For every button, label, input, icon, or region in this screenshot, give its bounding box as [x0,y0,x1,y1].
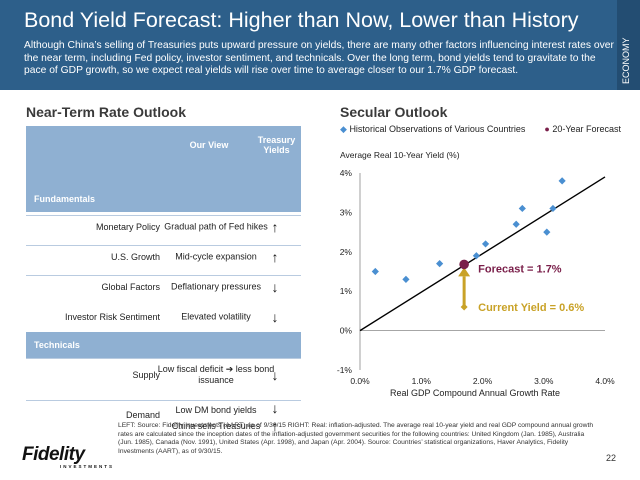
view-text: Low fiscal deficit ➔ less bond issuance [157,364,275,385]
row-divider [26,215,301,216]
secular-title: Secular Outlook [340,104,448,120]
forecast-point [459,259,469,270]
data-point-diamond [518,204,526,213]
table-row: Investor Risk Sentiment Elevated volatil… [26,302,301,332]
x-tick-label: 1.0% [412,376,432,386]
section-technicals: Technicals [26,332,301,358]
fidelity-logo: Fidelity INVESTMENTS [22,444,112,469]
table-row: Monetary Policy Gradual path of Fed hike… [26,212,301,242]
factor-label: Demand [125,410,160,420]
logo-subtext: INVESTMENTS [60,464,115,469]
x-axis-label: Real GDP Compound Annual Growth Rate [390,388,560,398]
rate-outlook-table: Our View Treasury Yields Fundamentals Mo… [26,126,301,438]
y-tick-label: 4% [340,168,353,178]
up-arrow-icon: ↑ [271,218,279,235]
y-tick-label: -1% [337,365,353,375]
view-text: Gradual path of Fed hikes [164,221,268,231]
section-tab-label: ECONOMY [621,37,631,84]
page-subtitle: Although China’s selling of Treasuries p… [24,40,614,76]
factor-label: Supply [132,370,160,380]
section-tab[interactable]: ECONOMY [617,0,640,90]
trend-line [359,176,606,332]
table-row: Demand Low DM bond yields ↓ China sells … [26,393,301,438]
down-arrow-icon: ↓ [271,400,279,416]
y-tick-label: 1% [340,286,353,296]
y-tick-label: 3% [340,207,353,217]
view-text: Mid-cycle expansion [175,251,257,261]
x-tick-label: 4.0% [595,376,615,386]
view-text: China sells Treasuries [171,421,261,431]
y-tick-label: 0% [340,326,353,336]
secular-scatter-chart: Average Real 10-Year Yield (%) Real GDP … [337,150,615,398]
view-text: Deflationary pressures [170,281,262,291]
arrow-head [458,267,471,277]
row-divider [26,245,301,246]
y-axis-label: Average Real 10-Year Yield (%) [340,150,460,160]
col-treasury-yields: Treasury Yields [257,135,296,155]
data-point-diamond [472,252,480,260]
data-point-diamond [481,240,490,248]
section-fundamentals: Fundamentals [26,186,301,212]
factor-label: Investor Risk Sentiment [64,311,160,322]
x-tick-label: 2.0% [473,376,493,386]
data-point-diamond [371,267,379,276]
legend-hist-label: Historical Observations of Various Count… [349,124,526,134]
factor-label: U.S. Growth [110,251,160,262]
data-point-diamond [543,228,551,236]
down-arrow-icon: ↓ [271,278,279,295]
dot-icon: ● [544,124,550,134]
logo-text: Fidelity [22,444,85,465]
row-divider [26,275,301,276]
table-row: Supply Low fiscal deficit ➔ less bond is… [26,358,301,393]
x-tick-label: 3.0% [534,376,554,386]
row-divider [26,400,301,401]
factor-label: Global Factors [101,281,160,292]
forecast-label: Forecast = 1.7% [478,263,562,275]
table-row: U.S. Growth Mid-cycle expansion ↑ [26,242,301,272]
x-tick-label: 0.0% [350,376,370,386]
down-arrow-icon: ↓ [271,308,279,325]
up-arrow-icon: ↑ [271,418,279,434]
data-point-diamond [512,220,520,228]
view-text: Low DM bond yields [175,405,257,415]
factor-label: Monetary Policy [95,221,160,232]
current-yield-marker [460,303,468,311]
chart-legend: ◆ Historical Observations of Various Cou… [340,124,621,135]
table-header: Our View Treasury Yields [26,126,301,186]
near-term-title: Near-Term Rate Outlook [26,104,186,120]
diamond-icon: ◆ [340,124,347,134]
data-point-diamond [436,260,444,268]
view-text: Elevated volatility [181,311,251,321]
header-banner: Bond Yield Forecast: Higher than Now, Lo… [0,0,640,90]
down-arrow-icon: ↓ [271,367,279,383]
legend-forecast-label: 20-Year Forecast [552,124,622,134]
page-title: Bond Yield Forecast: Higher than Now, Lo… [24,8,579,32]
data-point-diamond [549,204,557,213]
page-number: 22 [606,453,617,463]
data-point-diamond [558,177,566,185]
col-our-view: Our View [189,140,229,150]
row-divider [26,358,301,359]
table-row: Global Factors Deflationary pressures ↓ [26,272,301,302]
current-yield-label: Current Yield = 0.6% [478,302,584,314]
up-arrow-icon: ↑ [271,248,279,265]
y-tick-label: 2% [340,247,353,257]
footnote: LEFT: Source: Fidelity Investments (AART… [118,422,594,455]
data-point-diamond [402,275,410,283]
